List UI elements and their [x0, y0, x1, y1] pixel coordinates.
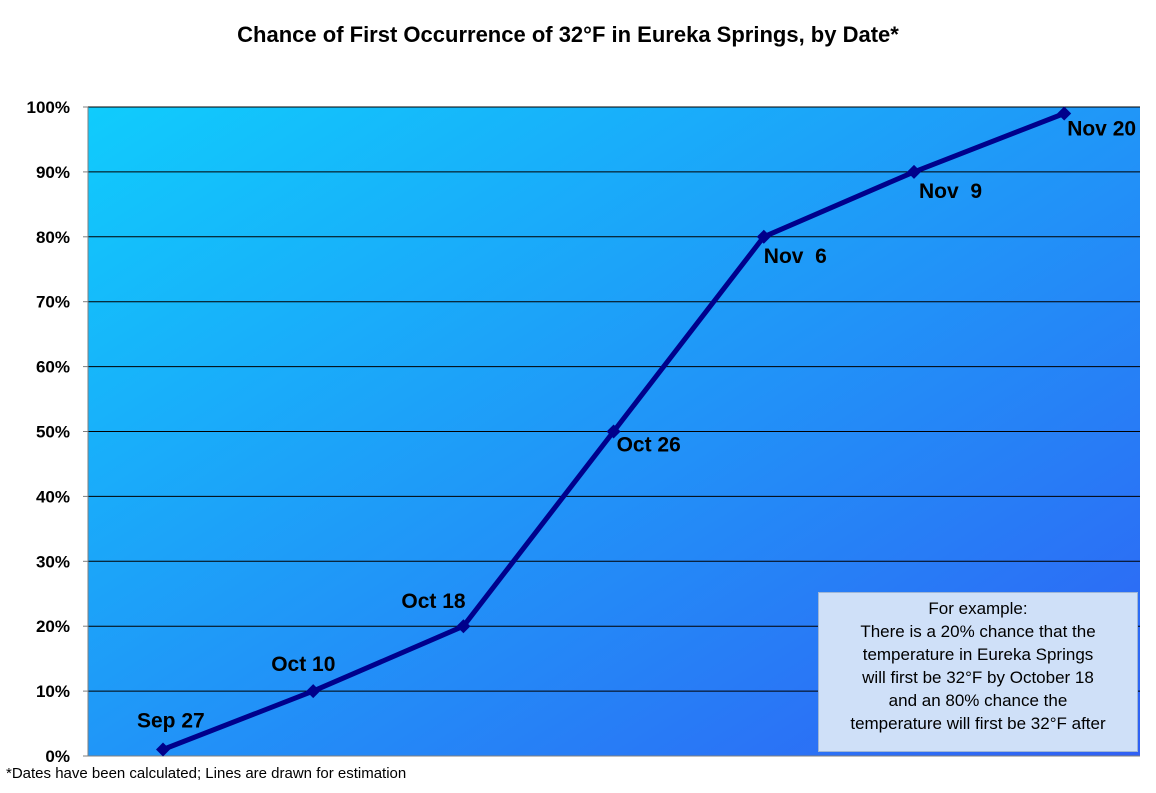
y-tick-label: 10% [36, 682, 70, 701]
data-label: Nov 6 [764, 245, 827, 268]
y-tick-label: 90% [36, 163, 70, 182]
data-point-marker [156, 742, 170, 757]
annotation-line: There is a 20% chance that the [860, 622, 1096, 641]
data-point-marker [456, 619, 471, 634]
data-point-marker [606, 424, 621, 439]
annotation-line: For example: [928, 599, 1028, 618]
y-tick-label: 80% [36, 228, 70, 247]
y-tick-label: 70% [36, 293, 70, 312]
y-tick-label: 60% [36, 358, 70, 377]
data-label: Oct 18 [401, 590, 466, 613]
data-point-marker [1057, 106, 1072, 121]
chart-title: Chance of First Occurrence of 32°F in Eu… [237, 22, 899, 47]
data-labels: Sep 27 Oct 10 Oct 18 Oct 26 Nov 6 Nov 9 Nov 20 [137, 117, 1136, 732]
annotation-line: temperature will first be 32°F after [850, 714, 1106, 733]
y-tick-label: 20% [36, 617, 70, 636]
data-markers [156, 106, 1072, 757]
footnote: *Dates have been calculated; Lines are d… [6, 765, 407, 782]
annotation-line: will first be 32°F by October 18 [862, 668, 1094, 687]
y-tick-label: 50% [36, 423, 70, 442]
data-label: Sep 27 [137, 710, 205, 733]
y-tick-label: 0% [45, 747, 70, 766]
y-tick-label: 100% [27, 98, 70, 117]
y-tick-label: 30% [36, 552, 70, 571]
data-point-marker [756, 229, 771, 244]
data-point-marker [306, 684, 321, 699]
data-label: Oct 26 [617, 434, 681, 457]
gridlines [88, 106, 1140, 757]
example-annotation-box: For example: There is a 20% chance that … [818, 592, 1138, 752]
data-point-marker [907, 164, 921, 179]
data-label: Oct 10 [271, 653, 335, 676]
y-axis-ticks: 0% 10% 20% 30% 40% 50% 60% 70% 80% 90% 100% [27, 98, 88, 766]
data-label: Nov 20 [1067, 117, 1136, 140]
data-label: Nov 9 [919, 180, 982, 203]
y-tick-label: 40% [36, 487, 70, 506]
annotation-line: temperature in Eureka Springs [862, 645, 1094, 664]
annotation-line: and an 80% chance the [888, 691, 1068, 710]
